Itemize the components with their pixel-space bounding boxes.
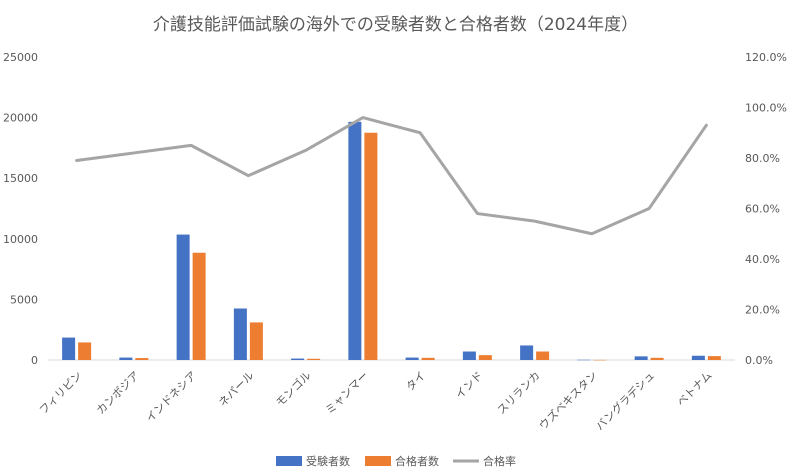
bar-passers <box>650 357 664 360</box>
bar-examinees <box>577 359 591 361</box>
y-right-tick-label: 80.0% <box>745 152 780 165</box>
x-tick-label: スリランカ <box>495 369 543 417</box>
bar-passers <box>478 355 492 360</box>
legend-label: 受験者数 <box>306 454 350 468</box>
x-tick-label: フィリピン <box>37 369 85 417</box>
x-tick-label: カンボジア <box>94 369 142 417</box>
legend-label: 合格者数 <box>395 454 439 468</box>
x-tick-label: ネパール <box>216 369 256 409</box>
bar-examinees <box>520 345 534 360</box>
bar-passers <box>192 252 206 360</box>
line-pass-rate <box>75 116 708 236</box>
legend-label: 合格率 <box>483 454 516 468</box>
bar-examinees <box>634 356 648 360</box>
bar-passers <box>249 322 263 360</box>
bar-passers <box>364 132 378 360</box>
bar-examinees <box>176 234 190 360</box>
y-right-tick-label: 100.0% <box>745 102 787 115</box>
y-left-tick-label: 20000 <box>3 112 38 125</box>
x-tick-label: タイ <box>403 369 428 394</box>
y-right-tick-label: 120.0% <box>745 51 787 64</box>
legend-swatch <box>276 456 302 466</box>
x-tick-label: インドネシア <box>143 369 199 425</box>
legend-swatch <box>365 456 391 466</box>
bar-examinees <box>348 121 362 360</box>
y-left-tick-label: 5000 <box>10 293 38 306</box>
bar-examinees <box>291 358 305 360</box>
bar-passers <box>421 357 435 360</box>
bar-passers <box>307 358 321 360</box>
x-tick-label: ベトナム <box>674 369 714 409</box>
y-left-tick-label: 10000 <box>3 233 38 246</box>
bar-examinees <box>119 357 133 360</box>
bar-examinees <box>233 308 247 360</box>
y-left-tick-label: 0 <box>31 354 38 367</box>
bar-passers <box>135 358 149 360</box>
y-right-tick-label: 60.0% <box>745 203 780 216</box>
x-tick-label: バングラデシュ <box>593 368 658 433</box>
bar-passers <box>536 351 550 360</box>
bar-passers <box>593 359 607 361</box>
y-right-tick-label: 20.0% <box>745 304 780 317</box>
y-right-tick-label: 40.0% <box>745 253 780 266</box>
bar-examinees <box>405 357 419 360</box>
y-right-tick-label: 0.0% <box>745 354 773 367</box>
x-tick-label: ミャンマー <box>323 369 371 417</box>
x-tick-label: インド <box>453 369 486 402</box>
y-left-tick-label: 25000 <box>3 51 38 64</box>
bar-passers <box>707 356 721 360</box>
x-tick-label: ウズベキスタン <box>536 368 600 432</box>
bar-examinees <box>62 337 76 360</box>
bar-examinees <box>462 351 476 360</box>
y-left-tick-label: 15000 <box>3 172 38 185</box>
x-tick-label: モンゴル <box>273 368 314 409</box>
chart-title: 介護技能評価試験の海外での受験者数と合格者数（2024年度） <box>152 15 639 35</box>
bar-passers <box>78 342 92 360</box>
bar-examinees <box>691 355 705 360</box>
